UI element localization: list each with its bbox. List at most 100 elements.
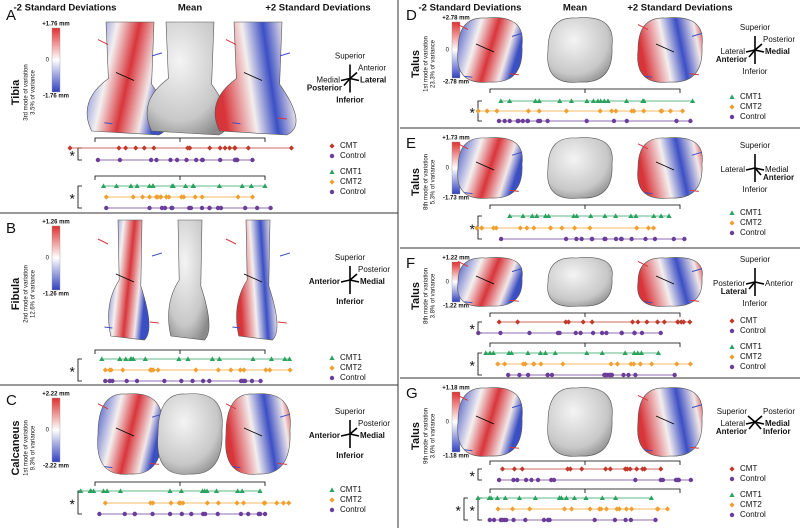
bone-title: Talus 1st mode of variation 23.3% of varia… (410, 36, 437, 92)
dot (242, 205, 248, 211)
arrow (637, 143, 649, 150)
orientation-label: Medial (360, 277, 385, 286)
dot (644, 319, 650, 325)
dot (215, 511, 220, 517)
arrow (464, 301, 473, 304)
dot (240, 500, 247, 506)
legend-marker (729, 94, 735, 99)
legend-marker (729, 354, 735, 360)
legend-marker (329, 355, 335, 360)
color-scale (51, 27, 61, 93)
dot (189, 511, 194, 517)
dot (623, 98, 630, 103)
dot (641, 108, 647, 114)
dot (141, 145, 147, 151)
dot (634, 466, 640, 472)
dot (498, 98, 504, 103)
significance-bracket (77, 185, 82, 209)
dot (474, 225, 480, 231)
bone-shape (168, 219, 210, 341)
dot (627, 466, 633, 472)
dot (496, 477, 502, 483)
legend-label: Control (740, 362, 766, 371)
dot (672, 372, 677, 378)
dot (674, 361, 680, 367)
legend-marker (729, 502, 735, 508)
dot (613, 236, 619, 242)
dot (592, 517, 597, 523)
scale-max: +1.22 mm (442, 256, 470, 262)
dot (674, 118, 679, 124)
dot (588, 213, 594, 218)
dot (199, 194, 205, 200)
asterisk: * (70, 496, 76, 512)
legend-label: CMT1 (340, 353, 362, 362)
dot (567, 466, 573, 472)
dot (117, 356, 123, 361)
dot (687, 361, 694, 367)
dot (508, 350, 515, 355)
dot (590, 98, 597, 103)
asterisk: * (470, 105, 476, 121)
dot (689, 98, 696, 103)
arrow (637, 394, 649, 401)
dot (254, 205, 260, 211)
orientation-label: Anterior (716, 427, 747, 436)
column-header: -2 Standard Deviations (419, 3, 522, 14)
dot (133, 145, 139, 151)
dot (207, 145, 213, 151)
dot (523, 517, 528, 523)
dot (148, 367, 155, 373)
arrow (511, 32, 523, 37)
dot (635, 319, 641, 325)
mode-label: 1st mode of variation (424, 36, 430, 92)
column-header: Mean (563, 3, 587, 14)
orientation-axis (349, 427, 358, 435)
arrow (104, 122, 113, 125)
dot (507, 213, 513, 218)
orientation-axis (748, 49, 756, 58)
dot (560, 361, 566, 367)
dot (645, 225, 652, 231)
orientation-label: Medial (765, 47, 790, 56)
dot (483, 350, 489, 355)
dot (146, 183, 153, 188)
legend-label: CMT2 (340, 495, 362, 504)
legend-label: CMT2 (340, 177, 362, 186)
legend-label: CMT2 (740, 352, 762, 361)
arrow (689, 189, 699, 192)
dot (614, 361, 621, 367)
dot (249, 378, 255, 384)
dot (117, 488, 124, 493)
arrow (97, 403, 109, 410)
dot (579, 466, 585, 472)
orientation-label: Inferior (336, 96, 364, 105)
dot (235, 488, 241, 493)
pointer (243, 273, 263, 283)
dot (517, 225, 523, 231)
legend-label: CMT1 (740, 490, 762, 499)
dot (99, 356, 105, 361)
dot (110, 378, 115, 384)
dot (579, 236, 584, 242)
dot (637, 361, 644, 367)
scale-max: +2.22 mm (42, 392, 70, 398)
dot (199, 205, 205, 211)
dot (153, 194, 159, 200)
dot (688, 118, 693, 124)
orientation-label: Inferior (336, 297, 364, 306)
orientation-axis (754, 421, 765, 425)
arrow (457, 260, 469, 267)
bone-shape (214, 21, 297, 136)
dot (498, 330, 503, 336)
dot (525, 118, 530, 124)
pointer (115, 427, 135, 437)
scale-min: -1.18 mm (443, 454, 469, 460)
asterisk: * (470, 221, 476, 237)
bone-title: Fibula 2nd mode of variation 12.6% of vari… (10, 265, 37, 323)
dot (486, 495, 492, 500)
scale-zero: 0 (446, 166, 450, 172)
dot (573, 330, 578, 336)
dot (547, 225, 554, 231)
dot (556, 495, 562, 500)
